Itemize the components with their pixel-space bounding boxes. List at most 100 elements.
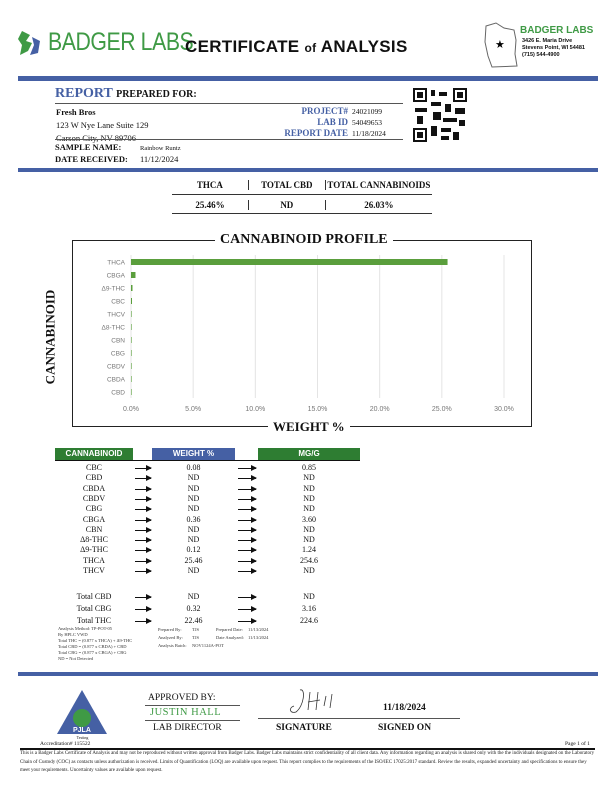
y-tick-label: THCV — [107, 312, 125, 319]
signature-label: SIGNATURE — [276, 723, 332, 733]
report-heading: REPORT PREPARED FOR: — [55, 86, 197, 101]
weight-value: 0.36 — [186, 514, 201, 524]
arrow-icon — [135, 495, 152, 502]
cannabinoid-name: THCA — [83, 555, 105, 565]
table-row: CBGA 0.36 3.60 — [55, 515, 360, 526]
svg-text:PJLA: PJLA — [73, 727, 91, 734]
arrow-icon — [135, 547, 152, 554]
bar-CBC — [131, 298, 132, 304]
x-tick-label: 15.0% — [308, 406, 328, 413]
accreditation: Accreditation# 115522 — [40, 741, 91, 747]
arrow-icon — [238, 618, 257, 624]
disclaimer: This is a Badger Labs Certificate of Ana… — [20, 751, 595, 773]
arrow-icon — [135, 485, 152, 492]
cannabinoid-name: CBD — [85, 473, 103, 483]
mgg-value: ND — [303, 473, 315, 483]
arrow-icon — [135, 506, 152, 513]
qr-code[interactable] — [413, 88, 467, 142]
weight-value: ND — [187, 535, 200, 545]
mgg-value: ND — [303, 483, 315, 493]
bar-CBDV — [131, 363, 132, 369]
page-title: CERTIFICATE of ANALYSIS — [185, 37, 408, 56]
pjla-sub: Testing — [76, 735, 89, 740]
mgg-value: 254.6 — [300, 555, 318, 565]
section-divider — [18, 168, 598, 172]
analysis-info: Prepared By: TJS Prepared Date: 11/13/2024 … — [158, 627, 269, 648]
weight-value: ND — [187, 566, 200, 575]
arrow-icon — [135, 618, 152, 624]
svg-text:★: ★ — [495, 39, 505, 51]
mgg-value: ND — [303, 535, 315, 545]
x-tick-label: 20.0% — [370, 406, 390, 413]
report-ids: PROJECT# 24021099 LAB ID 54049653 REPORT D… — [284, 106, 386, 138]
bar-CBG — [131, 350, 132, 356]
logo-text: BADGER LABS — [48, 28, 194, 56]
y-tick-label: CBDV — [107, 364, 126, 371]
arrow-icon — [135, 594, 152, 600]
arrow-icon — [238, 606, 257, 612]
cannabinoid-name: Total THC — [76, 616, 112, 625]
signed-date: 11/18/2024 — [383, 703, 426, 713]
cannabinoid-name: Total CBD — [76, 592, 112, 601]
table-row: Δ8-THC ND ND — [55, 535, 360, 546]
cannabinoid-name: CBDA — [82, 483, 106, 493]
col-header-cannabinoid: CANNABINOID — [55, 448, 133, 460]
arrow-icon — [238, 495, 257, 502]
y-tick-label: CBGA — [107, 273, 126, 280]
arrow-icon — [238, 516, 257, 523]
weight-value: 0.08 — [186, 463, 201, 472]
y-tick-label: CBC — [111, 299, 125, 306]
bar-Δ9-THC — [131, 285, 133, 291]
arrow-icon — [135, 465, 152, 471]
weight-value: ND — [187, 493, 200, 503]
weight-value: ND — [187, 473, 200, 483]
cannabinoid-name: THCV — [83, 566, 105, 575]
arrow-icon — [238, 465, 257, 471]
sample-info: SAMPLE NAME: Rainbow Runtz DATE RECEIVED:… — [55, 142, 181, 164]
table-row: CBN ND ND — [55, 525, 360, 536]
y-tick-label: CBDA — [107, 377, 126, 384]
mgg-value: 224.6 — [300, 616, 318, 625]
arrow-icon — [238, 557, 257, 564]
total-row: Total CBD ND ND — [55, 592, 360, 603]
table-row: THCV ND ND — [55, 566, 360, 577]
pjla-logo: PJLA — [57, 690, 107, 734]
cannabinoid-name: CBDV — [82, 493, 106, 503]
weight-value: ND — [187, 483, 200, 493]
cannabinoid-name: Δ8-THC — [80, 535, 108, 545]
mgg-value: 3.16 — [302, 604, 316, 613]
weight-value: ND — [187, 592, 200, 601]
weight-value: 22.46 — [184, 616, 203, 625]
header-divider — [18, 76, 598, 81]
total-row: Total CBG 0.32 3.16 — [55, 604, 360, 615]
arrow-icon — [135, 475, 152, 482]
total-row: Total THC 22.46 224.6 — [55, 616, 360, 627]
table-row: Δ9-THC 0.12 1.24 — [55, 545, 360, 556]
badger-labs-logo: BADGER LABS — [18, 28, 219, 57]
footer-divider — [18, 672, 598, 676]
arrow-icon — [135, 516, 152, 523]
weight-value: 0.32 — [186, 604, 201, 613]
x-tick-label: 5.0% — [185, 406, 201, 413]
table-row: CBDV ND ND — [55, 494, 360, 505]
arrow-icon — [238, 537, 257, 544]
director-name: JUSTIN HALL — [150, 707, 222, 718]
x-tick-label: 10.0% — [245, 406, 265, 413]
col-header-mgg: MG/G — [258, 448, 360, 460]
y-tick-label: CBG — [111, 351, 125, 358]
y-tick-label: Δ8-THC — [102, 325, 126, 332]
signed-on-label: SIGNED ON — [378, 723, 432, 733]
arrow-icon — [135, 526, 152, 533]
cannabinoid-chart: 0.0% 5.0% 10.0% 15.0% 20.0% 25.0% 30.0% THCA CBG… — [102, 255, 514, 413]
table-row: CBC 0.08 0.85 — [55, 463, 360, 474]
lab-address: 3426 E. Maria Drive Stevens Point, WI 544… — [522, 38, 585, 58]
page-number: Page 1 of 1 — [565, 741, 590, 747]
mgg-value: ND — [303, 524, 315, 534]
table-row: CBDA ND ND — [55, 484, 360, 495]
y-tick-label: CBN — [111, 338, 125, 345]
bar-Δ8-THC — [131, 324, 132, 330]
arrow-icon — [238, 568, 257, 574]
x-tick-label: 30.0% — [494, 406, 514, 413]
x-tick-label: 0.0% — [123, 406, 139, 413]
chart-title: CANNABINOID PROFILE — [215, 232, 393, 248]
